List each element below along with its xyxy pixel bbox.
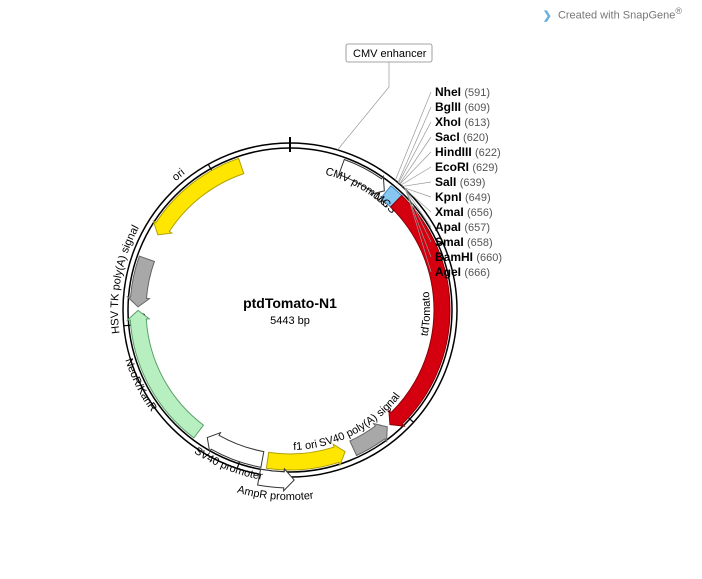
site-leader (395, 92, 431, 180)
branding: ❯ Created with SnapGene® (543, 6, 682, 22)
branding-prefix: Created with (558, 10, 623, 22)
restriction-site: ApaI (657) (435, 220, 490, 234)
restriction-site: BamHI (660) (435, 250, 502, 264)
plasmid-size: 5443 bp (270, 315, 310, 327)
restriction-site: BglII (609) (435, 100, 490, 114)
restriction-site: XmaI (656) (435, 205, 493, 219)
callout-label: CMV enhancer (353, 48, 427, 60)
callout-leader (338, 62, 389, 150)
site-leader (402, 182, 431, 186)
restriction-site: SalI (639) (435, 175, 485, 189)
restriction-site: KpnI (649) (435, 190, 491, 204)
site-leader (400, 137, 431, 184)
f1-ori-label: f1 ori (293, 438, 318, 453)
plasmid-name: ptdTomato-N1 (243, 295, 337, 311)
restriction-site: AgeI (666) (435, 265, 490, 279)
plasmid-map: 10002000300040005000CMV promoterMCStdTom… (0, 0, 702, 579)
registered-mark: ® (675, 6, 682, 16)
restriction-site: EcoRI (629) (435, 160, 498, 174)
tdtomato-label: tdTomato (419, 291, 433, 337)
restriction-site: SmaI (658) (435, 235, 493, 249)
snapgene-logo-icon: ❯ (543, 10, 552, 22)
restriction-site: NheI (591) (435, 85, 490, 99)
site-leader (399, 122, 431, 183)
restriction-site: SacI (620) (435, 130, 489, 144)
restriction-site: XhoI (613) (435, 115, 490, 129)
branding-name: SnapGene (623, 10, 676, 22)
restriction-site: HindIII (622) (435, 145, 501, 159)
